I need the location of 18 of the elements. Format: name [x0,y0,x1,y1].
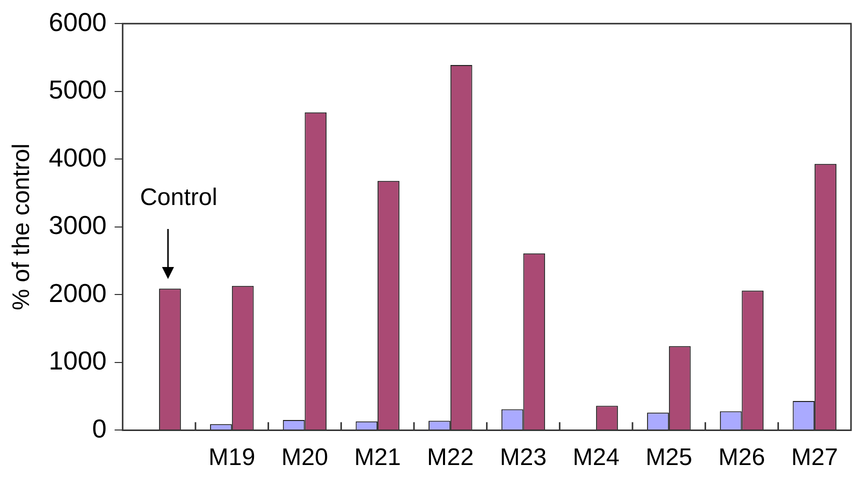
y-tick-label: 3000 [48,210,107,240]
y-axis-title: % of the control [8,144,36,310]
y-tick-label: 0 [92,413,107,444]
x-tick-label: M23 [500,444,547,472]
x-tick-label: M27 [791,444,838,472]
y-tick-label: 6000 [48,6,107,37]
y-tick-label: 2000 [48,278,107,308]
x-tick-label: M20 [281,444,328,472]
y-tick-label: 4000 [48,142,107,172]
y-tick-label: 5000 [48,74,107,105]
x-tick-label: M25 [646,444,692,472]
x-tick-label: M22 [427,444,474,472]
x-tick-label: M21 [354,444,401,472]
y-tick-label: 1000 [48,346,107,376]
x-tick-label: M26 [718,444,766,472]
x-tick-label: M19 [208,444,256,472]
annotation: Control [140,184,218,212]
x-tick-label: M24 [572,444,620,472]
